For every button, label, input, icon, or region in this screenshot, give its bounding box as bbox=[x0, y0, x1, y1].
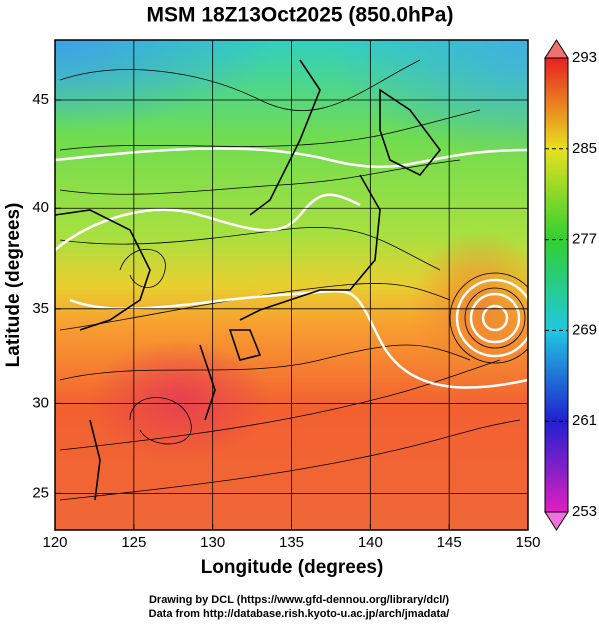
x-tick-label: 145 bbox=[437, 534, 462, 551]
credit-line: Drawing by DCL (https://www.gfd-dennou.o… bbox=[149, 594, 449, 606]
x-tick-label: 135 bbox=[279, 534, 304, 551]
colorbar-tick-label: 277 bbox=[572, 231, 597, 248]
colorbar-tick-label: 285 bbox=[572, 140, 597, 157]
grid bbox=[55, 40, 528, 530]
y-tick-label: 45 bbox=[32, 91, 49, 108]
x-tick-label: 150 bbox=[515, 534, 540, 551]
colorbar-tick-label: 293 bbox=[572, 49, 597, 66]
colorbar-min-arrow bbox=[544, 511, 569, 531]
colorbar-tick-label: 253 bbox=[572, 503, 597, 520]
credit-line: Data from http://database.rish.kyoto-u.a… bbox=[149, 608, 450, 620]
y-tick-label: 25 bbox=[32, 484, 49, 501]
colorbar-body bbox=[544, 57, 569, 513]
colorbar-max-arrow bbox=[544, 39, 569, 59]
x-tick-label: 130 bbox=[200, 534, 225, 551]
colorbar-tick-label: 269 bbox=[572, 321, 597, 338]
y-tick-label: 30 bbox=[32, 394, 49, 411]
field bbox=[55, 40, 528, 530]
streamlines bbox=[59, 59, 528, 501]
colorbar bbox=[544, 39, 569, 531]
x-axis-label: Longitude (degrees) bbox=[201, 557, 384, 578]
y-tick-label: 35 bbox=[32, 300, 49, 317]
coastlines bbox=[55, 59, 442, 501]
x-tick-label: 125 bbox=[121, 534, 146, 551]
x-tick-label: 120 bbox=[42, 534, 67, 551]
colorbar-tick-label: 261 bbox=[572, 412, 597, 429]
y-tick-label: 40 bbox=[32, 199, 49, 216]
map-title: MSM 18Z13Oct2025 (850.0hPa) bbox=[147, 4, 454, 27]
y-axis-label: Latitude (degrees) bbox=[3, 203, 24, 368]
x-tick-label: 140 bbox=[358, 534, 383, 551]
